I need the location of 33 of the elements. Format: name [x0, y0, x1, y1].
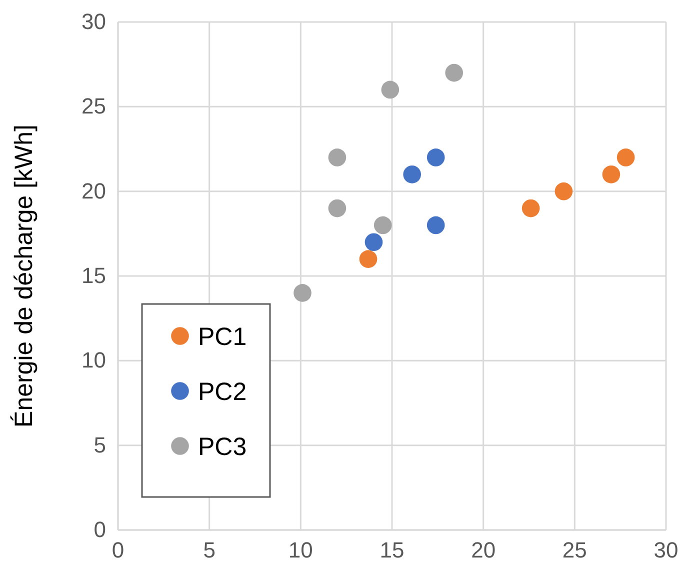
legend-label: PC3	[198, 432, 247, 461]
point	[445, 64, 464, 82]
point	[364, 233, 383, 252]
y-axis-title: Énergie de décharge [kWh]	[10, 124, 38, 428]
point	[426, 148, 445, 166]
x-tick-label: 20	[471, 538, 496, 563]
point	[426, 216, 445, 234]
y-tick-label: 0	[94, 517, 106, 542]
y-tick-label: 20	[82, 178, 106, 204]
x-tick-label: 0	[112, 538, 124, 563]
x-tick-label: 10	[288, 538, 313, 563]
y-tick-label: 5	[94, 432, 106, 458]
point	[328, 148, 346, 166]
legend-label: PC2	[198, 378, 247, 406]
y-tick-label: 15	[82, 263, 106, 288]
point	[616, 148, 635, 166]
point	[328, 199, 346, 218]
point	[374, 216, 392, 234]
x-tick-label: 15	[380, 538, 404, 563]
x-tick-label: 5	[203, 538, 216, 563]
y-tick-label: 10	[82, 348, 106, 373]
point	[294, 284, 312, 302]
point	[522, 199, 540, 218]
legend-label: PC1	[198, 322, 247, 351]
point	[602, 165, 620, 184]
point	[381, 80, 400, 99]
x-tick-label: 25	[562, 538, 587, 563]
point	[359, 250, 378, 268]
x-tick-label: 30	[654, 538, 678, 563]
point	[403, 165, 422, 184]
point	[554, 182, 573, 200]
y-tick-label: 25	[82, 94, 106, 119]
y-tick-label: 30	[82, 9, 106, 34]
